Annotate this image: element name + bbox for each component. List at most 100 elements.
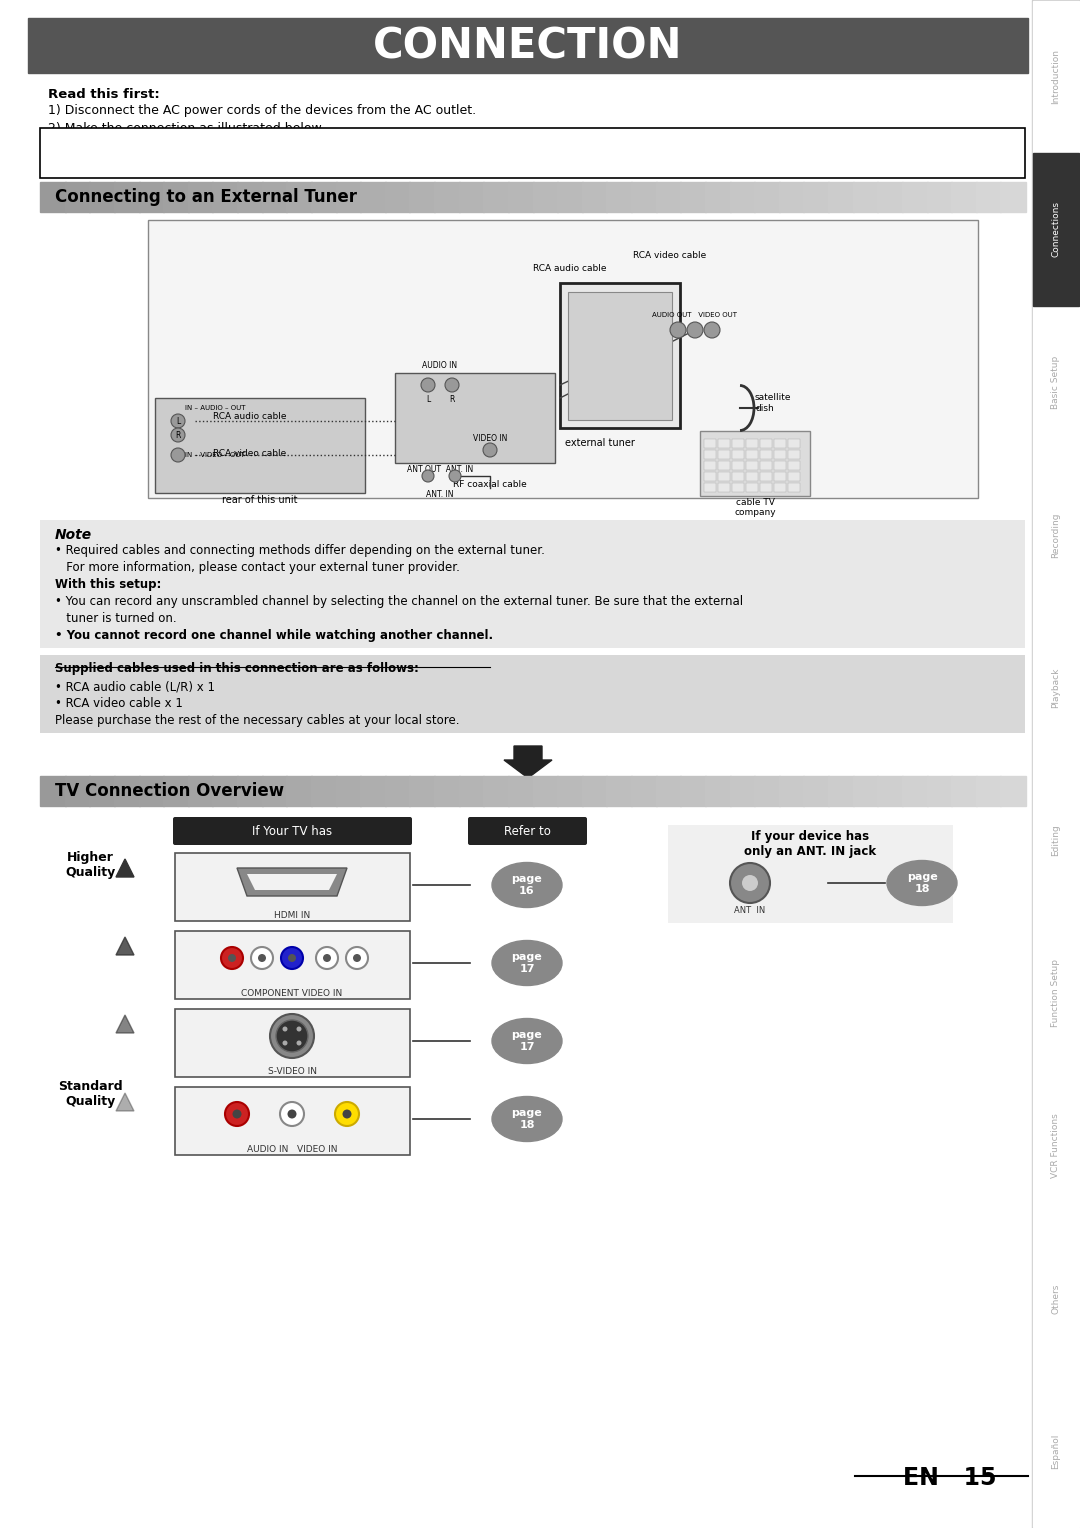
Bar <box>113 182 139 212</box>
Bar <box>65 776 91 805</box>
Text: • RCA video cable x 1: • RCA video cable x 1 <box>55 697 183 711</box>
Bar <box>927 776 953 805</box>
Text: AUDIO OUT   VIDEO OUT: AUDIO OUT VIDEO OUT <box>652 312 738 318</box>
Circle shape <box>228 953 237 963</box>
Bar <box>532 776 558 805</box>
Bar <box>508 182 534 212</box>
Text: Note: Note <box>55 529 92 542</box>
Text: RF coaxial cable: RF coaxial cable <box>454 480 527 489</box>
Bar <box>631 776 657 805</box>
Bar <box>700 431 810 497</box>
Bar <box>704 461 716 471</box>
Bar <box>927 182 953 212</box>
Text: page
17: page 17 <box>512 952 542 973</box>
Text: page
18: page 18 <box>906 872 937 894</box>
Text: Introduction: Introduction <box>1052 49 1061 104</box>
Bar <box>384 776 410 805</box>
Text: L: L <box>176 417 180 425</box>
Bar <box>656 776 681 805</box>
Bar <box>40 520 1025 648</box>
Circle shape <box>335 1102 359 1126</box>
Bar <box>828 182 853 212</box>
Text: • You can record any unscrambled channel by selecting the channel on the externa: • You can record any unscrambled channel… <box>55 594 743 608</box>
Bar <box>360 776 386 805</box>
Bar <box>459 776 484 805</box>
Bar <box>746 461 758 471</box>
Text: COMPONENT VIDEO IN: COMPONENT VIDEO IN <box>241 989 342 998</box>
Text: R: R <box>175 431 180 440</box>
Text: Recording: Recording <box>1052 512 1061 558</box>
Bar <box>561 283 680 428</box>
Bar <box>704 451 716 458</box>
Text: Connections: Connections <box>1052 202 1061 257</box>
Bar <box>852 182 878 212</box>
Text: Connecting to an External Tuner: Connecting to an External Tuner <box>55 188 357 206</box>
Bar <box>746 439 758 448</box>
Text: •  Connect this unit directly to the TV. If the RCA audio/video cables are conne: • Connect this unit directly to the TV. … <box>52 136 756 163</box>
Ellipse shape <box>492 1019 562 1063</box>
Bar <box>483 182 509 212</box>
Bar <box>286 776 312 805</box>
FancyBboxPatch shape <box>173 817 411 845</box>
Bar <box>828 776 853 805</box>
Bar <box>656 182 681 212</box>
Bar <box>360 182 386 212</box>
Bar <box>175 853 410 921</box>
Circle shape <box>342 1109 351 1118</box>
Bar <box>704 472 716 481</box>
Bar <box>138 182 164 212</box>
Bar <box>975 182 1001 212</box>
Bar <box>718 472 730 481</box>
Bar <box>582 182 607 212</box>
Bar <box>311 776 337 805</box>
Bar <box>138 776 164 805</box>
Circle shape <box>346 947 368 969</box>
Bar <box>508 776 534 805</box>
Bar <box>409 776 435 805</box>
Bar <box>65 182 91 212</box>
Bar <box>718 451 730 458</box>
Bar <box>705 182 730 212</box>
Bar <box>704 483 716 492</box>
Bar <box>1000 182 1026 212</box>
Bar <box>311 182 337 212</box>
Bar <box>779 776 805 805</box>
Text: 2) Make the connection as illustrated below.: 2) Make the connection as illustrated be… <box>48 122 325 134</box>
Text: If Your TV has: If Your TV has <box>252 825 332 837</box>
Bar <box>188 182 214 212</box>
Bar <box>606 776 632 805</box>
Bar <box>163 182 189 212</box>
Circle shape <box>287 1109 297 1118</box>
Bar <box>774 472 786 481</box>
Text: 3) After making all the connections, connect the AC power cords of the devices.: 3) After making all the connections, con… <box>48 141 549 153</box>
Bar <box>680 776 706 805</box>
Text: Editing: Editing <box>1052 825 1061 856</box>
Bar <box>746 472 758 481</box>
Text: Higher
Quality: Higher Quality <box>65 851 116 879</box>
Polygon shape <box>247 874 337 889</box>
Circle shape <box>449 471 461 481</box>
Text: VCR Functions: VCR Functions <box>1052 1114 1061 1178</box>
Circle shape <box>687 322 703 338</box>
Bar <box>788 472 800 481</box>
Text: EN   15: EN 15 <box>903 1465 997 1490</box>
Text: L: L <box>426 394 430 403</box>
Bar <box>384 182 410 212</box>
Bar <box>40 656 1025 733</box>
Bar <box>213 776 238 805</box>
Bar <box>669 825 953 923</box>
Bar <box>606 182 632 212</box>
Bar <box>28 18 1028 73</box>
Text: RCA video cable: RCA video cable <box>214 449 286 457</box>
Bar <box>774 483 786 492</box>
Bar <box>774 461 786 471</box>
Bar <box>409 182 435 212</box>
Circle shape <box>276 1021 308 1051</box>
Bar <box>902 776 928 805</box>
Bar <box>704 439 716 448</box>
Circle shape <box>353 953 361 963</box>
Bar <box>483 776 509 805</box>
Circle shape <box>670 322 686 338</box>
Text: • You cannot record one channel while watching another channel.: • You cannot record one channel while wa… <box>55 630 494 642</box>
Text: AUDIO IN: AUDIO IN <box>422 361 458 370</box>
